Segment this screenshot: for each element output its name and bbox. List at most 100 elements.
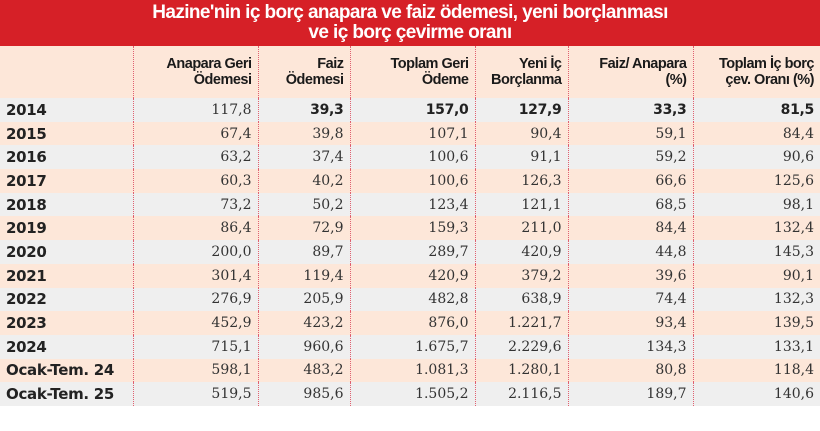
cell-total-repayment: 1.505,2 bbox=[349, 382, 475, 406]
cell-interest-payment: 72,9 bbox=[257, 216, 350, 241]
header-year bbox=[0, 46, 133, 98]
table-row: 2023 452,9 423,2 876,0 1.221,7 93,4 139,5 bbox=[0, 311, 820, 335]
cell-rollover-ratio: 90,6 bbox=[692, 145, 820, 170]
header-total-repayment: Toplam Geri Ödeme bbox=[349, 46, 475, 98]
cell-total-repayment: 1.675,7 bbox=[349, 334, 475, 359]
cell-year-label: 2020 bbox=[0, 240, 133, 264]
cell-principal-repayment: 301,4 bbox=[132, 263, 258, 288]
cell-total-repayment: 1.081,3 bbox=[349, 358, 475, 383]
table-row: 2017 60,3 40,2 100,6 126,3 66,6 125,6 bbox=[0, 169, 820, 193]
cell-interest-payment: 483,2 bbox=[257, 358, 350, 383]
cell-interest-principal-ratio: 44,8 bbox=[567, 240, 693, 264]
cell-year-label: 2015 bbox=[0, 121, 133, 146]
header-text: Borçlanma bbox=[491, 72, 562, 88]
cell-total-repayment: 482,8 bbox=[349, 287, 475, 312]
cell-total-repayment: 289,7 bbox=[349, 240, 475, 264]
cell-new-borrowing: 121,1 bbox=[474, 192, 568, 217]
cell-rollover-ratio: 81,5 bbox=[692, 98, 820, 122]
cell-total-repayment: 876,0 bbox=[349, 311, 475, 335]
table-row: 2024 715,1 960,6 1.675,7 2.229,6 134,3 133,1 bbox=[0, 334, 820, 359]
cell-principal-repayment: 60,3 bbox=[132, 169, 258, 193]
cell-interest-principal-ratio: 134,3 bbox=[567, 334, 693, 359]
table-row: 2014 117,8 39,3 157,0 127,9 33,3 81,5 bbox=[0, 98, 820, 122]
cell-principal-repayment: 519,5 bbox=[132, 382, 258, 406]
cell-new-borrowing: 211,0 bbox=[474, 216, 568, 241]
cell-rollover-ratio: 98,1 bbox=[692, 192, 820, 217]
table-row: 2015 67,4 39,8 107,1 90,4 59,1 84,4 bbox=[0, 121, 820, 146]
header-text: Ödeme bbox=[421, 72, 469, 88]
cell-year-label: 2016 bbox=[0, 145, 133, 170]
cell-interest-payment: 39,8 bbox=[257, 121, 350, 146]
cell-rollover-ratio: 132,3 bbox=[692, 287, 820, 312]
cell-principal-repayment: 276,9 bbox=[132, 287, 258, 312]
cell-interest-principal-ratio: 80,8 bbox=[567, 358, 693, 383]
cell-new-borrowing: 126,3 bbox=[474, 169, 568, 193]
cell-total-repayment: 100,6 bbox=[349, 145, 475, 170]
cell-interest-principal-ratio: 33,3 bbox=[567, 98, 693, 122]
cell-interest-principal-ratio: 39,6 bbox=[567, 263, 693, 288]
cell-year-label: 2017 bbox=[0, 169, 133, 193]
cell-rollover-ratio: 90,1 bbox=[692, 263, 820, 288]
cell-principal-repayment: 200,0 bbox=[132, 240, 258, 264]
cell-year-label: Ocak-Tem. 25 bbox=[0, 382, 133, 406]
cell-principal-repayment: 67,4 bbox=[132, 121, 258, 146]
cell-total-repayment: 123,4 bbox=[349, 192, 475, 217]
cell-rollover-ratio: 84,4 bbox=[692, 121, 820, 146]
table-row: 2018 73,2 50,2 123,4 121,1 68,5 98,1 bbox=[0, 192, 820, 217]
cell-new-borrowing: 1.221,7 bbox=[474, 311, 568, 335]
cell-interest-principal-ratio: 59,2 bbox=[567, 145, 693, 170]
cell-rollover-ratio: 140,6 bbox=[692, 382, 820, 406]
header-rollover-ratio: Toplam İç borç çev. Oranı (%) bbox=[692, 46, 820, 98]
cell-interest-payment: 119,4 bbox=[257, 263, 350, 288]
header-interest-principal-ratio: Faiz/ Anapara (%) bbox=[567, 46, 693, 98]
cell-interest-payment: 50,2 bbox=[257, 192, 350, 217]
cell-rollover-ratio: 133,1 bbox=[692, 334, 820, 359]
cell-interest-principal-ratio: 74,4 bbox=[567, 287, 693, 312]
header-interest-payment: Faiz Ödemesi bbox=[257, 46, 350, 98]
table-row: 2020 200,0 89,7 289,7 420,9 44,8 145,3 bbox=[0, 240, 820, 264]
cell-principal-repayment: 63,2 bbox=[132, 145, 258, 170]
header-text: Anapara Geri bbox=[166, 56, 252, 72]
cell-year-label: 2014 bbox=[0, 98, 133, 122]
cell-principal-repayment: 73,2 bbox=[132, 192, 258, 217]
header-text: Faiz/ Anapara bbox=[599, 56, 687, 72]
title-line-2: ve iç borç çevirme oranı bbox=[308, 22, 512, 43]
cell-total-repayment: 420,9 bbox=[349, 263, 475, 288]
cell-interest-principal-ratio: 84,4 bbox=[567, 216, 693, 241]
header-text: Yeni İç bbox=[519, 56, 562, 72]
cell-interest-payment: 205,9 bbox=[257, 287, 350, 312]
cell-new-borrowing: 91,1 bbox=[474, 145, 568, 170]
cell-interest-principal-ratio: 66,6 bbox=[567, 169, 693, 193]
cell-rollover-ratio: 145,3 bbox=[692, 240, 820, 264]
header-new-borrowing: Yeni İç Borçlanma bbox=[474, 46, 568, 98]
cell-interest-payment: 423,2 bbox=[257, 311, 350, 335]
cell-total-repayment: 100,6 bbox=[349, 169, 475, 193]
cell-interest-principal-ratio: 93,4 bbox=[567, 311, 693, 335]
header-text: çev. Oranı (%) bbox=[725, 72, 814, 88]
table-row: 2019 86,4 72,9 159,3 211,0 84,4 132,4 bbox=[0, 216, 820, 241]
cell-new-borrowing: 90,4 bbox=[474, 121, 568, 146]
cell-new-borrowing: 638,9 bbox=[474, 287, 568, 312]
cell-new-borrowing: 2.116,5 bbox=[474, 382, 568, 406]
cell-interest-payment: 960,6 bbox=[257, 334, 350, 359]
header-text: Ödemesi bbox=[285, 72, 344, 88]
cell-total-repayment: 157,0 bbox=[349, 98, 475, 122]
table-row: 2016 63,2 37,4 100,6 91,1 59,2 90,6 bbox=[0, 145, 820, 170]
cell-interest-payment: 89,7 bbox=[257, 240, 350, 264]
cell-year-label: 2023 bbox=[0, 311, 133, 335]
cell-principal-repayment: 715,1 bbox=[132, 334, 258, 359]
cell-principal-repayment: 86,4 bbox=[132, 216, 258, 241]
cell-rollover-ratio: 125,6 bbox=[692, 169, 820, 193]
header-text: Toplam Geri bbox=[390, 56, 469, 72]
cell-interest-principal-ratio: 59,1 bbox=[567, 121, 693, 146]
cell-new-borrowing: 379,2 bbox=[474, 263, 568, 288]
cell-year-label: 2022 bbox=[0, 287, 133, 312]
cell-rollover-ratio: 132,4 bbox=[692, 216, 820, 241]
cell-interest-payment: 985,6 bbox=[257, 382, 350, 406]
table-row: 2021 301,4 119,4 420,9 379,2 39,6 90,1 bbox=[0, 263, 820, 288]
cell-new-borrowing: 2.229,6 bbox=[474, 334, 568, 359]
cell-year-label: 2024 bbox=[0, 334, 133, 359]
cell-year-label: 2019 bbox=[0, 216, 133, 241]
cell-principal-repayment: 117,8 bbox=[132, 98, 258, 122]
cell-rollover-ratio: 139,5 bbox=[692, 311, 820, 335]
